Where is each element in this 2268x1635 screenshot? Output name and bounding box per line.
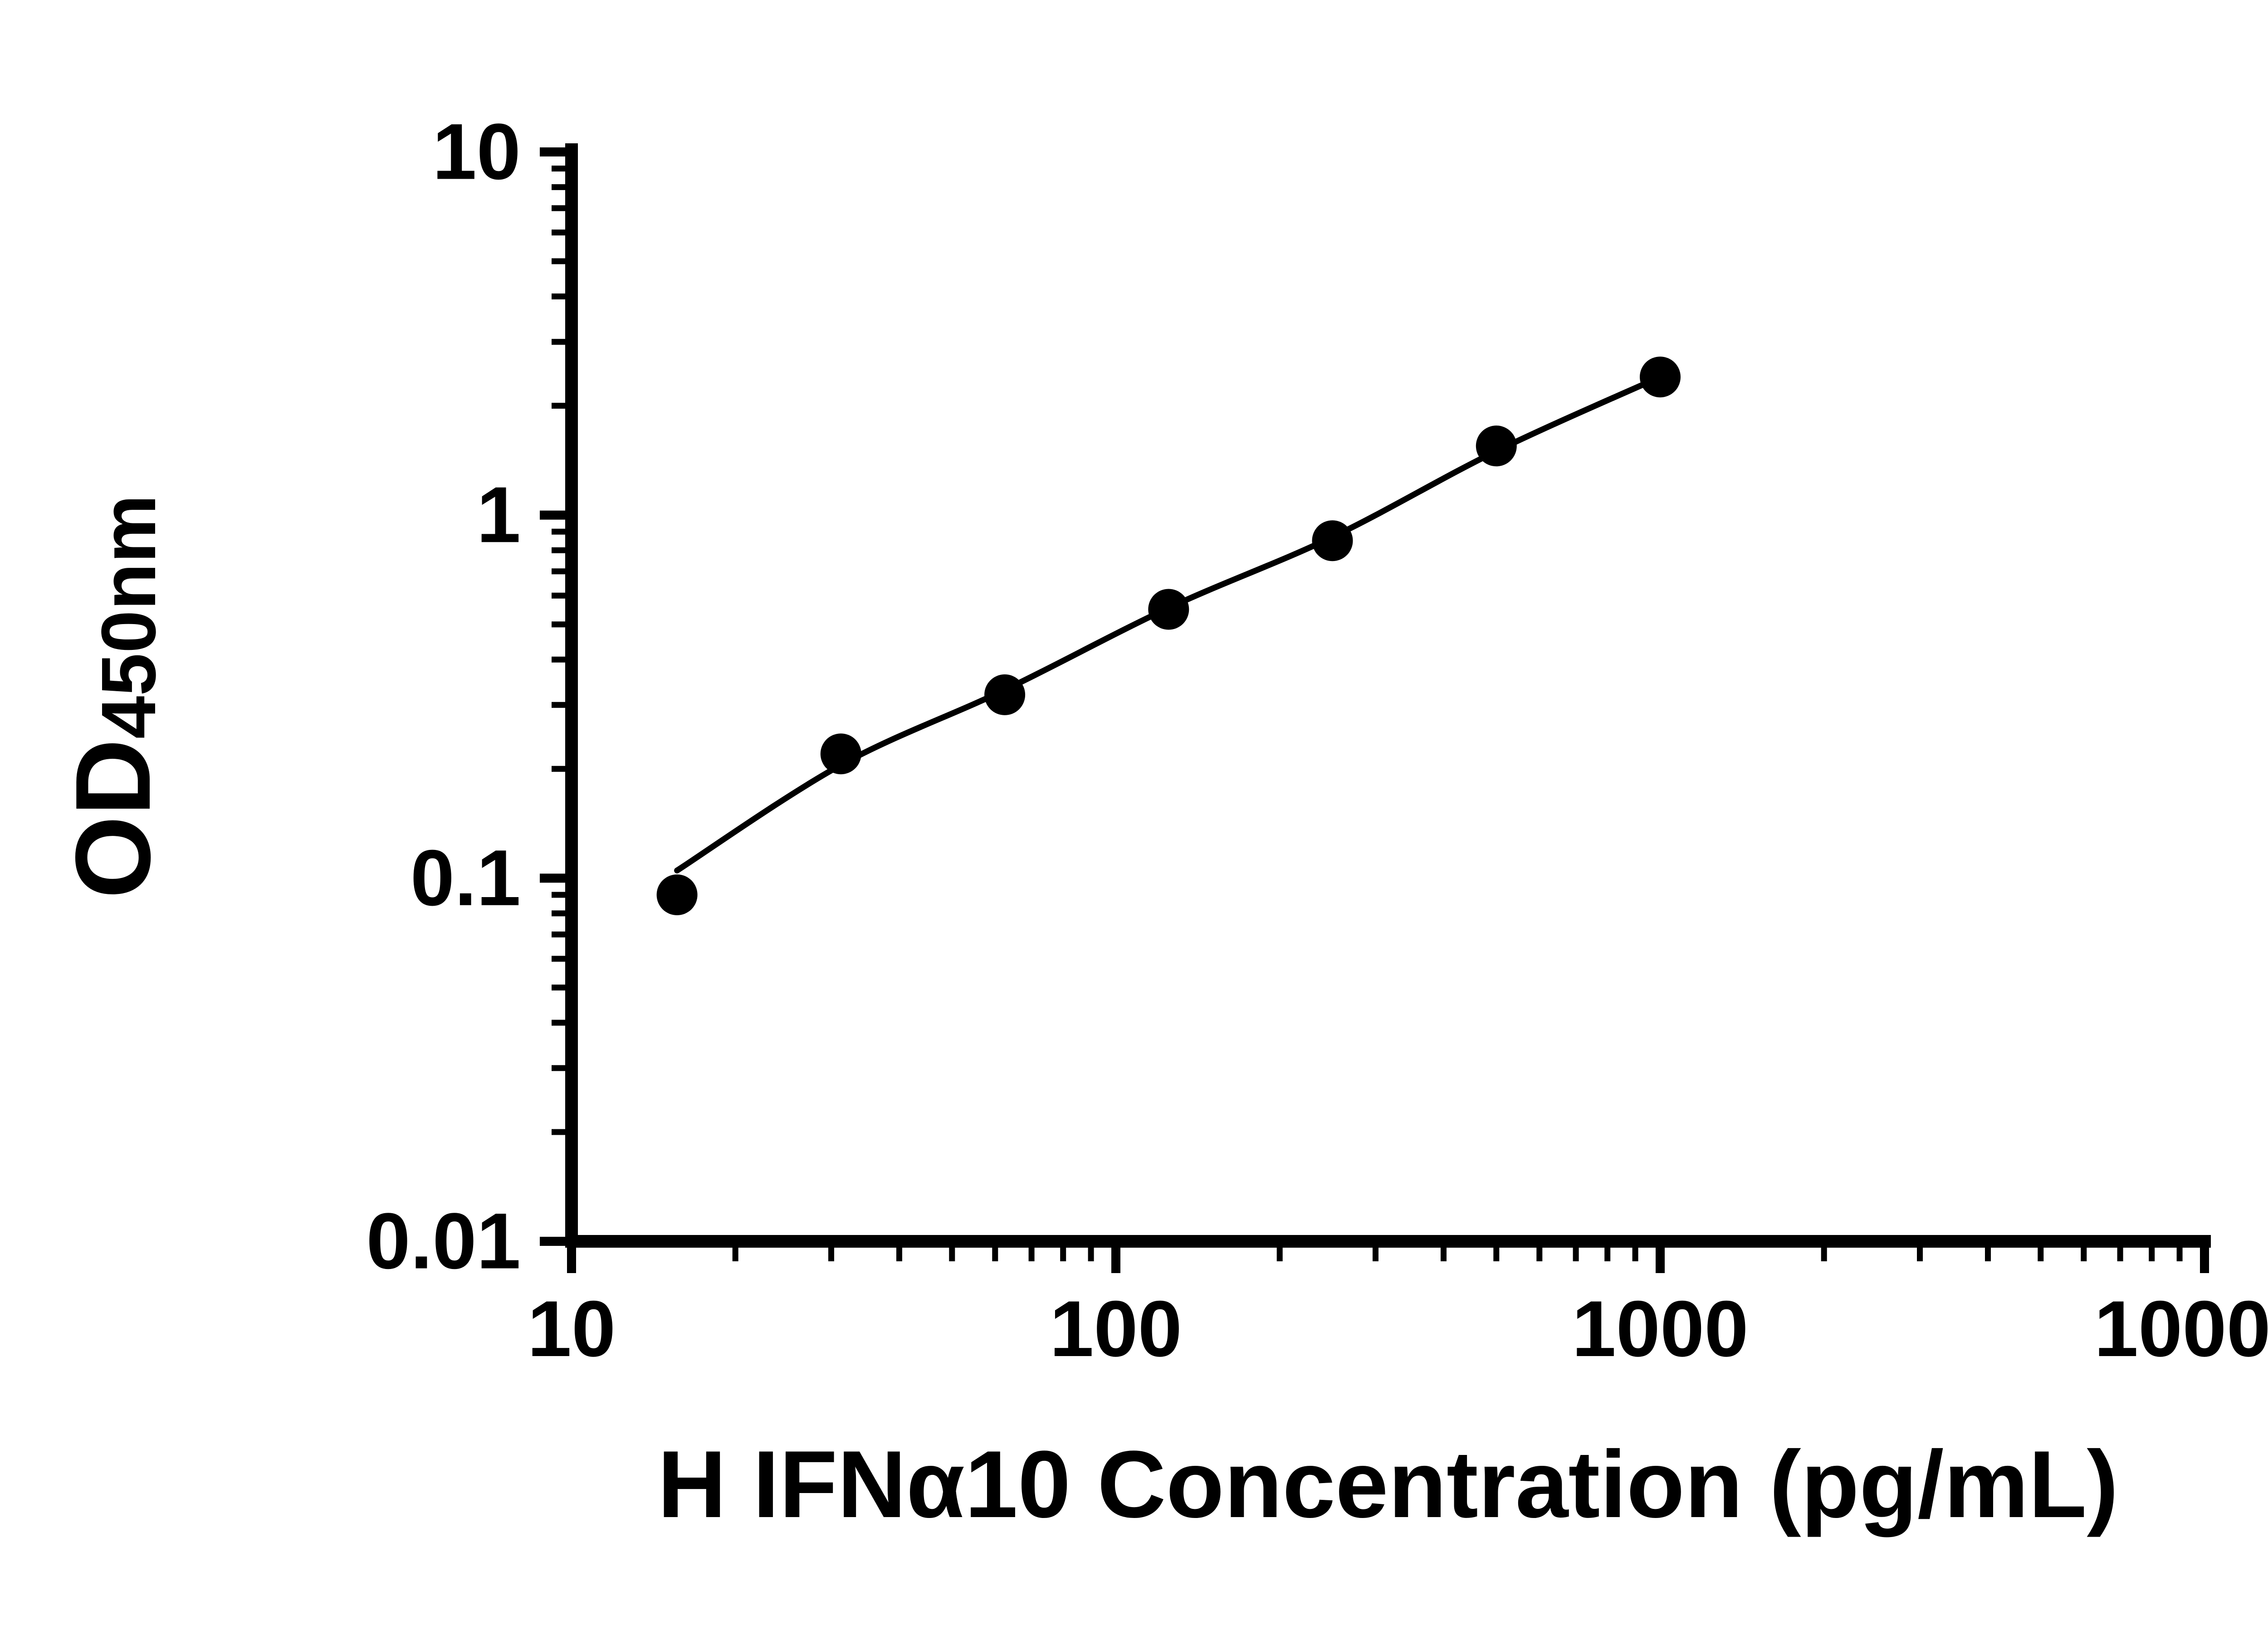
data-point <box>984 674 1026 715</box>
x-tick-label: 10000 <box>2094 1285 2268 1373</box>
data-point <box>1640 356 1681 398</box>
data-points <box>656 356 1681 915</box>
data-point <box>820 733 861 775</box>
y-axis-title: OD450nm <box>53 494 172 898</box>
axes <box>565 143 2211 1248</box>
x-axis-title: H IFNα10 Concentration (pg/mL) <box>658 1431 2119 1537</box>
y-axis-title-main: OD <box>53 739 172 899</box>
data-point <box>656 874 698 915</box>
y-tick-label: 0.01 <box>366 1197 521 1286</box>
major-ticks <box>540 147 2209 1273</box>
data-point <box>1476 425 1517 467</box>
data-point <box>1312 520 1353 561</box>
x-tick-label: 100 <box>1050 1285 1182 1373</box>
data-point <box>1148 589 1189 630</box>
minor-ticks <box>552 166 2183 1261</box>
y-tick-label: 1 <box>477 471 521 559</box>
y-tick-label: 0.1 <box>411 834 521 922</box>
y-axis-title-sub: 450nm <box>86 494 172 739</box>
x-tick-label: 10 <box>528 1285 616 1373</box>
x-tick-label: 1000 <box>1572 1285 1748 1373</box>
tick-labels: 0.01 0.1 1 10 10 100 1000 10000 <box>366 108 2268 1374</box>
y-tick-label: 10 <box>432 108 521 196</box>
